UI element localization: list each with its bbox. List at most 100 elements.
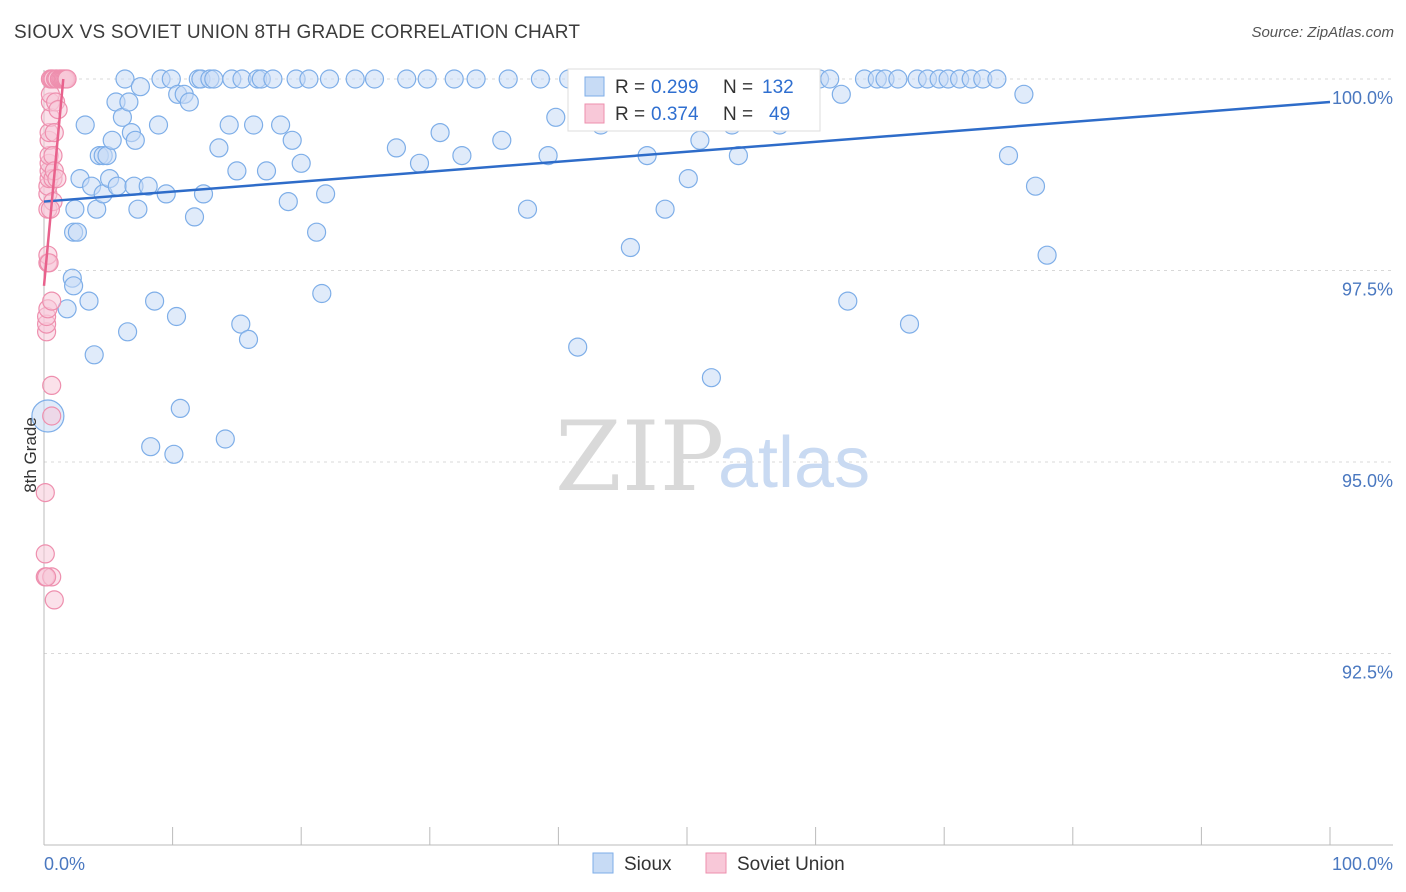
point-sioux [690,130,710,150]
point-sioux [987,69,1007,89]
point-sioux [1014,84,1034,104]
point-soviet-union [39,253,59,273]
stats-box-frame [567,68,821,132]
stats-n-label-sioux: N = [723,77,753,98]
point-sioux [530,69,551,89]
x-tick-label-left: 0.0% [44,854,85,874]
legend-label-sioux: Sioux [624,854,672,875]
stats-r-label-sioux: R = [615,77,645,98]
point-sioux [119,92,139,112]
y-tick-label: 97.5% [1342,280,1393,300]
point-sioux [219,115,239,135]
point-sioux [1025,176,1046,196]
point-sioux [466,69,486,89]
point-sioux [316,184,336,204]
point-sioux [84,345,104,365]
point-sioux [888,69,908,89]
point-sioux [492,130,512,150]
point-sioux [452,146,472,166]
point-sioux [63,276,84,296]
point-sioux [701,368,722,388]
point-sioux [430,123,450,143]
point-sioux [79,291,99,311]
point-sioux [307,222,327,242]
stats-swatch-sioux [584,76,605,97]
y-tick-label: 100.0% [1332,88,1393,108]
watermark-zip: ZIP [555,401,724,513]
y-tick-label: 92.5% [1342,663,1393,683]
point-sioux [156,184,176,204]
point-sioux [1037,245,1057,265]
point-sioux [417,69,437,89]
stats-n-label-soviet-union: N = [723,104,753,125]
point-sioux [184,207,205,227]
point-soviet-union [35,544,55,564]
point-sioux [345,69,365,89]
legend: Sioux Soviet Union [592,852,845,875]
point-sioux [655,199,675,219]
legend-label-soviet-union: Soviet Union [737,854,845,875]
point-soviet-union [48,99,68,120]
point-sioux [620,237,641,258]
point-sioux [831,84,851,104]
point-sioux [517,199,538,219]
chart-title: SIOUX VS SOVIET UNION 8TH GRADE CORRELAT… [14,22,581,43]
point-sioux [67,222,88,242]
point-sioux [282,130,302,150]
point-sioux [102,130,122,150]
stats-n-sioux: 132 [762,77,794,98]
point-sioux [546,107,566,127]
point-sioux [678,169,698,189]
point-sioux [209,138,229,158]
x-tick-labels: 0.0% 100.0% [44,854,1393,874]
legend-swatch-sioux [592,852,614,874]
source-label: Source: ZipAtlas.com [1251,24,1394,41]
point-sioux [397,69,417,89]
point-sioux [312,283,332,304]
point-sioux [498,69,518,89]
gridlines [44,78,1393,654]
point-sioux [115,69,135,89]
y-axis-label: 8th Grade [21,417,40,493]
point-soviet-union [47,169,67,189]
x-tick-label-right: 100.0% [1332,854,1393,874]
point-sioux [215,429,235,449]
watermark: ZIP atlas [555,401,870,513]
point-soviet-union [57,69,77,89]
legend-swatch-soviet-union [705,852,727,874]
point-soviet-union [35,483,55,503]
point-sioux [117,322,138,342]
point-sioux [227,161,247,181]
trend-lines [42,78,1331,286]
stats-r-soviet-union: 0.374 [651,104,699,125]
point-sioux [65,199,85,219]
point-sioux [838,291,858,311]
point-soviet-union [44,590,64,610]
point-sioux [263,69,283,89]
stats-n-soviet-union: 49 [769,104,790,125]
point-soviet-union [42,406,62,426]
point-sioux [166,306,187,327]
stats-r-label-soviet-union: R = [615,104,645,125]
stats-box: R = 0.299 N = 132 R = 0.374 N = 49 [567,68,821,132]
point-sioux [538,146,558,166]
point-soviet-union [36,567,57,587]
trend-line-sioux [43,100,1331,203]
point-sioux [998,146,1019,166]
point-sioux [899,314,920,334]
point-sioux [386,138,406,158]
point-sioux [364,69,385,89]
point-sioux [138,176,158,196]
point-sioux [179,92,199,112]
point-sioux [256,161,277,181]
point-sioux [299,69,319,89]
point-sioux [231,314,251,334]
point-sioux [444,69,464,89]
point-sioux [409,153,430,173]
point-soviet-union [42,291,62,311]
point-sioux [141,437,161,457]
y-tick-labels: 100.0% 97.5% 95.0% 92.5% [1332,88,1393,683]
watermark-atlas: atlas [718,423,870,503]
point-sioux [319,69,340,89]
